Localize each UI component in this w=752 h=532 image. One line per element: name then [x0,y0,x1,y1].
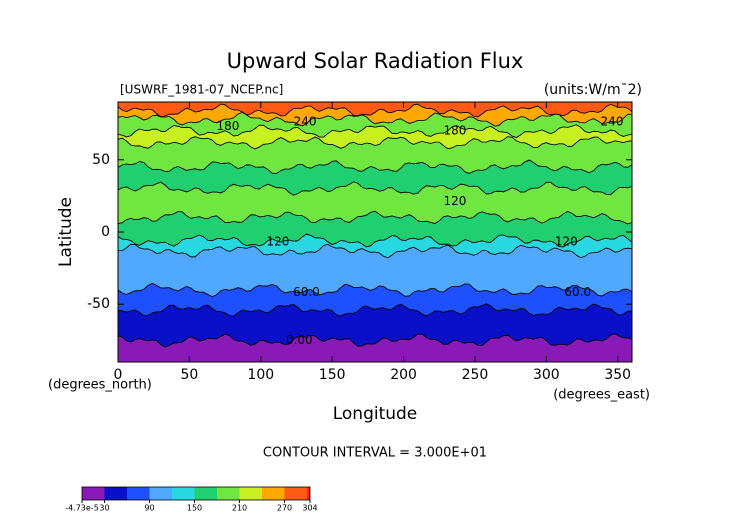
contour-label: 120 [444,194,467,208]
x-tick-label: 350 [604,367,631,383]
x-tick-label: 250 [462,367,489,383]
colorbar-cell [262,487,285,500]
colorbar-cell [284,487,307,500]
colorbar-tick-label: 150 [187,504,202,513]
annotation: CONTOUR INTERVAL = 3.000E+01 [263,446,487,461]
y-axis-label: Latitude [56,197,76,267]
x-tick-label: 200 [390,367,417,383]
x-tick-label: 50 [180,367,198,383]
colorbar-tick-label: 210 [232,504,247,513]
x-axis-label: Longitude [333,404,418,424]
colorbar-cell [149,487,173,500]
colorbar-tick-label: 30 [99,504,109,513]
colorbar-cell [104,487,128,500]
x-unit: (degrees_east) [553,388,650,403]
colorbar-cell [307,487,310,500]
y-tick-label: 50 [92,152,110,168]
colorbar-cell [127,487,150,500]
units: (units:W/m¯2) [544,82,642,98]
colorbar-tick-label: 90 [144,504,154,513]
contour-field [117,101,633,363]
colorbar-tick-label: -4.73e-5 [65,504,99,513]
contour-label: 120 [555,235,578,249]
contour-label: 60.0 [564,285,591,299]
colorbar-cell [82,487,105,500]
contour-label: 240 [294,115,317,129]
contour-label: 0.00 [286,333,313,347]
x-tick-label: 0 [114,367,123,383]
y-unit: (degrees_north) [48,378,152,393]
x-tick-label: 300 [533,367,560,383]
contour-label: 180 [216,119,239,133]
colorbar-tick-label: 304 [302,504,317,513]
contour-label: 120 [266,235,289,249]
chart-title: Upward Solar Radiation Flux [227,49,524,73]
subtitle: [USWRF_1981-07_NCEP.nc] [120,83,283,97]
y-tick-label: 0 [101,224,110,240]
colorbar-cell [239,487,262,500]
overlay: 180 240 180 240 120 120 120 60.0 60.0 0.00 0 50 100 1… [65,101,633,513]
colorbar-frame [81,486,311,501]
contour-label: 240 [601,115,624,129]
colorbar-cell [172,487,195,500]
x-tick-label: 150 [319,367,346,383]
colorbar-cell [217,487,240,500]
colorbar-cell [194,487,218,500]
colorbar-tick-label: 270 [277,504,292,513]
x-tick-label: 100 [247,367,274,383]
y-tick-label: -50 [87,296,110,312]
contour-label: 180 [444,123,467,137]
contour-label: 60.0 [293,285,320,299]
